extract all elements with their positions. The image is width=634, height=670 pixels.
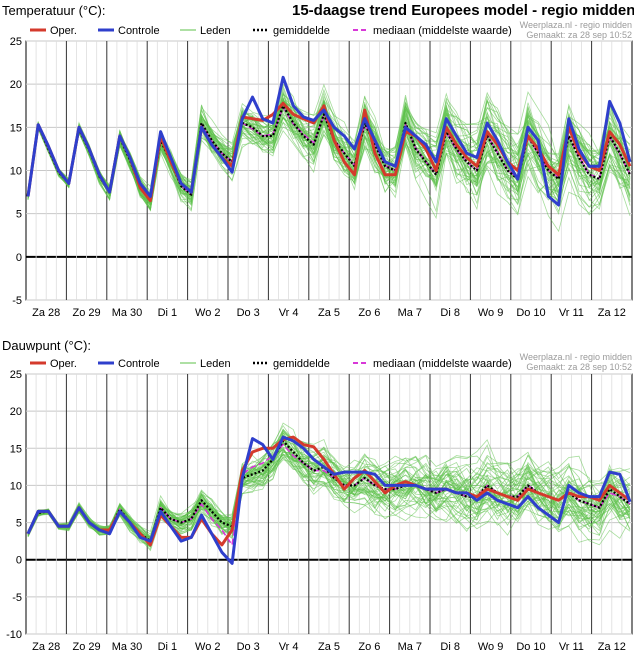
legend-label-gemiddelde: gemiddelde [273,25,330,37]
series-leden-member [27,101,631,203]
x-tick-label: Di 1 [158,641,178,653]
x-tick-label: Di 1 [158,307,178,319]
series-controle-line [26,435,632,565]
legend-label-leden: Leden [200,358,231,370]
x-tick-label: Vr 4 [279,641,299,653]
y-tick-label: 25 [10,36,22,48]
x-tick-label: Za 5 [318,307,340,319]
x-tick-label: Do 10 [516,641,545,653]
y-tick-label: 5 [16,518,22,530]
legend: Oper. Controle Leden gemiddelde mediaan (mid… [30,25,512,37]
y-tick-label: 15 [10,443,22,455]
x-tick-label: Ma 30 [112,307,143,319]
legend-label-gemiddelde: gemiddelde [273,358,330,370]
series-leden-member [27,115,631,206]
x-tick-label: Ma 7 [398,307,422,319]
x-tick-label: Zo 6 [358,307,380,319]
dewpoint-credit-source: Weerplaza.nl - regio midden [519,352,632,362]
x-tick-label: Za 12 [598,307,626,319]
temperature-credit-created: Gemaakt: za 28 sep 10:52 [526,30,632,40]
legend: Oper. Controle Leden gemiddelde mediaan (mid… [30,358,512,370]
x-tick-label: Vr 11 [559,641,584,653]
x-tick-label: Zo 29 [73,641,101,653]
series-leden-member [27,99,631,206]
legend-label-mediaan: mediaan (middelste waarde) [373,25,512,37]
y-tick-label: 20 [10,79,22,91]
dewpoint-credit-created: Gemaakt: za 28 sep 10:52 [526,362,632,372]
y-tick-label: -5 [12,295,22,307]
x-tick-label: Za 5 [318,641,340,653]
legend-label-mediaan: mediaan (middelste waarde) [373,358,512,370]
legend-label-controle: Controle [118,358,160,370]
y-tick-label: 25 [10,369,22,381]
x-tick-label: Do 3 [237,641,260,653]
legend-label-oper: Oper. [50,25,77,37]
temperature-chart: -5 0 5 10 15 20 25 Za 28 Zo 29 Ma 30 Di 1 Wo 2 Do 3 V… [10,25,633,319]
y-tick-label: 10 [10,166,22,178]
x-tick-label: Di 8 [440,641,460,653]
x-tick-label: Do 3 [237,307,260,319]
y-tick-label: 15 [10,122,22,134]
dewpoint-credit: Weerplaza.nl - regio midden Gemaakt: za … [520,352,632,372]
x-tick-label: Za 12 [598,641,626,653]
main-title: 15-daagse trend Europees model - regio m… [292,2,634,19]
x-tick-label: Za 28 [32,307,60,319]
series-leden-member [27,434,631,545]
dewpoint-chart-title: Dauwpunt (°C): [2,338,92,353]
dewpoint-chart: -10 -5 0 5 10 15 20 25 Za 28 Zo 29 Ma 30 Di 1 Wo 2 Do… [6,358,633,653]
x-tick-label: Za 28 [32,641,60,653]
y-tick-label: 20 [10,406,22,418]
series-controle-line [26,75,632,207]
y-tick-label: 0 [16,252,22,264]
legend-label-oper: Oper. [50,358,77,370]
x-tick-label: Wo 9 [478,641,503,653]
x-tick-label: Ma 30 [112,641,143,653]
temperature-chart-title: Temperatuur (°C): [2,3,106,18]
x-tick-label: Zo 6 [358,641,380,653]
x-tick-label: Vr 4 [279,307,299,319]
x-tick-label: Zo 29 [73,307,101,319]
x-tick-label: Wo 9 [478,307,503,319]
series-leden-member [27,434,631,540]
x-tick-label: Wo 2 [195,307,220,319]
y-tick-label: 0 [16,555,22,567]
y-tick-label: -5 [12,592,22,604]
series-leden-member [27,428,631,546]
x-tick-label: Vr 11 [559,307,584,319]
x-tick-label: Wo 2 [195,641,220,653]
y-tick-label: 10 [10,480,22,492]
y-tick-label: -10 [6,629,22,641]
y-tick-label: 5 [16,209,22,221]
x-tick-label: Ma 7 [398,641,422,653]
series-mediaan-line [27,443,631,546]
x-tick-label: Di 8 [440,307,460,319]
legend-label-controle: Controle [118,25,160,37]
legend-label-leden: Leden [200,25,231,37]
series-leden-member [27,439,631,546]
temperature-credit-source: Weerplaza.nl - regio midden [519,20,632,30]
temperature-credit: Weerplaza.nl - regio midden Gemaakt: za … [520,20,632,40]
x-tick-label: Do 10 [516,307,545,319]
